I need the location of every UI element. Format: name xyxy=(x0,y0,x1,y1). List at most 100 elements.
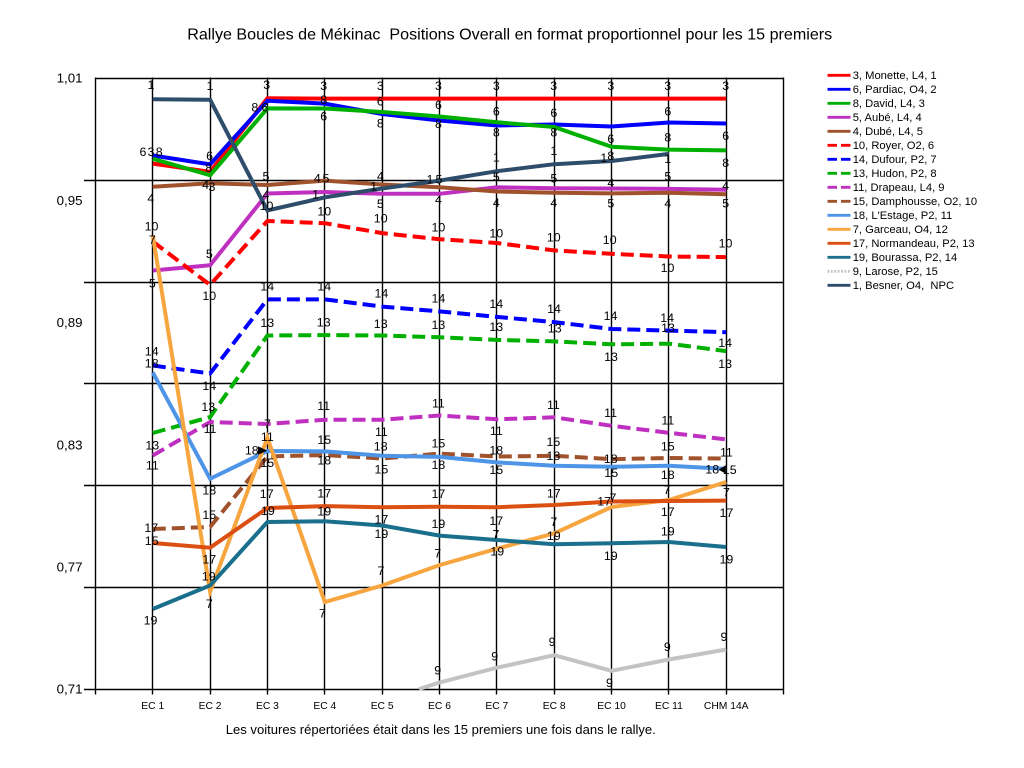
svg-text:7: 7 xyxy=(493,527,500,541)
svg-text:18: 18 xyxy=(317,454,331,468)
svg-text:6: 6 xyxy=(664,105,671,119)
svg-text:3: 3 xyxy=(722,79,729,93)
svg-text:6: 6 xyxy=(320,110,327,124)
svg-text:10: 10 xyxy=(547,230,561,244)
svg-text:1: 1 xyxy=(550,144,557,158)
svg-text:8: 8 xyxy=(493,125,500,139)
svg-text:19: 19 xyxy=(317,504,331,518)
svg-text:14: 14 xyxy=(317,280,331,294)
svg-text:8: 8 xyxy=(205,161,212,175)
svg-text:4: 4 xyxy=(263,188,270,202)
svg-text:17: 17 xyxy=(144,521,158,535)
svg-text:7: 7 xyxy=(434,547,441,561)
svg-text:EC 8: EC 8 xyxy=(543,701,566,712)
svg-text:7: 7 xyxy=(664,483,671,497)
svg-text:19: 19 xyxy=(202,570,216,584)
svg-text:10: 10 xyxy=(374,212,388,226)
svg-text:18: 18 xyxy=(604,452,618,466)
svg-text:18: 18 xyxy=(705,462,719,476)
svg-text:14: 14 xyxy=(489,297,503,311)
svg-text:5: 5 xyxy=(607,196,614,210)
svg-text:8, David, L4, 3: 8, David, L4, 3 xyxy=(853,98,925,110)
svg-text:17: 17 xyxy=(547,486,561,500)
svg-text:4: 4 xyxy=(607,176,614,190)
svg-text:15: 15 xyxy=(547,435,561,449)
svg-text:10: 10 xyxy=(260,199,274,213)
svg-text:3: 3 xyxy=(320,79,327,93)
svg-text:8: 8 xyxy=(607,149,614,163)
svg-text:15: 15 xyxy=(317,433,331,447)
svg-text:10: 10 xyxy=(661,261,675,275)
svg-text:5: 5 xyxy=(206,247,213,261)
svg-text:18: 18 xyxy=(489,443,503,457)
svg-text:18: 18 xyxy=(374,439,388,453)
svg-text:EC 6: EC 6 xyxy=(428,701,451,712)
svg-text:11: 11 xyxy=(604,406,617,420)
svg-text:17: 17 xyxy=(661,505,675,519)
svg-text:1: 1 xyxy=(370,180,377,194)
svg-text:5, Aubé, L4, 4: 5, Aubé, L4, 4 xyxy=(853,112,922,124)
svg-text:14: 14 xyxy=(547,302,561,316)
svg-text:5: 5 xyxy=(550,171,557,185)
svg-text:14: 14 xyxy=(260,280,274,294)
svg-text:9: 9 xyxy=(664,640,671,654)
svg-text:13: 13 xyxy=(604,350,618,364)
svg-text:3: 3 xyxy=(435,79,442,93)
svg-text:8: 8 xyxy=(251,101,258,115)
svg-text:13: 13 xyxy=(661,321,675,335)
svg-text:7: 7 xyxy=(264,417,271,431)
svg-text:11: 11 xyxy=(204,422,217,436)
svg-text:18: 18 xyxy=(661,468,675,482)
svg-text:6: 6 xyxy=(607,132,614,146)
svg-text:4: 4 xyxy=(493,196,500,210)
svg-text:18, L'Estage, P2, 11: 18, L'Estage, P2, 11 xyxy=(853,210,953,222)
svg-text:11: 11 xyxy=(432,397,445,411)
svg-text:0,95: 0,95 xyxy=(57,193,83,208)
svg-text:7: 7 xyxy=(610,491,617,505)
svg-text:7: 7 xyxy=(723,485,730,499)
svg-text:15, Damphousse, O2, 10: 15, Damphousse, O2, 10 xyxy=(853,196,977,208)
svg-text:17: 17 xyxy=(432,487,446,501)
svg-text:4: 4 xyxy=(377,170,384,184)
svg-text:14: 14 xyxy=(718,336,732,350)
svg-text:17: 17 xyxy=(597,495,611,509)
svg-text:18: 18 xyxy=(202,484,216,498)
svg-text:1,01: 1,01 xyxy=(57,71,83,86)
svg-text:13: 13 xyxy=(718,357,732,371)
svg-text:3: 3 xyxy=(550,79,557,93)
svg-text:10: 10 xyxy=(432,220,446,234)
svg-text:0,71: 0,71 xyxy=(57,682,83,697)
svg-text:13: 13 xyxy=(548,322,562,336)
svg-text:6: 6 xyxy=(262,101,269,115)
svg-text:0,77: 0,77 xyxy=(57,560,83,575)
svg-text:6: 6 xyxy=(550,106,557,120)
svg-text:14, Dufour, P2, 7: 14, Dufour, P2, 7 xyxy=(853,154,937,166)
svg-text:7: 7 xyxy=(319,606,326,620)
svg-text:5: 5 xyxy=(377,197,384,211)
svg-text:3: 3 xyxy=(377,79,384,93)
svg-text:3: 3 xyxy=(664,79,671,93)
svg-text:8: 8 xyxy=(320,93,327,107)
svg-text:11: 11 xyxy=(547,398,560,412)
svg-text:15: 15 xyxy=(202,508,216,522)
svg-text:9: 9 xyxy=(434,663,441,677)
svg-text:0,83: 0,83 xyxy=(57,437,83,452)
svg-text:4: 4 xyxy=(664,196,671,210)
svg-text:CHM 14A: CHM 14A xyxy=(704,701,749,712)
svg-text:3: 3 xyxy=(493,79,500,93)
svg-text:9: 9 xyxy=(721,630,728,644)
svg-text:19: 19 xyxy=(432,517,446,531)
svg-text:11: 11 xyxy=(261,430,274,444)
svg-text:13: 13 xyxy=(374,317,388,331)
svg-text:17: 17 xyxy=(489,514,503,528)
svg-text:10: 10 xyxy=(489,227,503,241)
svg-text:17, Normandeau, P2, 13: 17, Normandeau, P2, 13 xyxy=(853,238,975,250)
svg-text:6: 6 xyxy=(435,98,442,112)
svg-text:10: 10 xyxy=(317,205,331,219)
svg-text:4: 4 xyxy=(722,179,729,193)
svg-text:EC 3: EC 3 xyxy=(256,701,279,712)
svg-text:EC 5: EC 5 xyxy=(371,701,394,712)
svg-text:19: 19 xyxy=(490,544,504,558)
svg-text:17: 17 xyxy=(260,487,274,501)
svg-text:6: 6 xyxy=(206,149,213,163)
